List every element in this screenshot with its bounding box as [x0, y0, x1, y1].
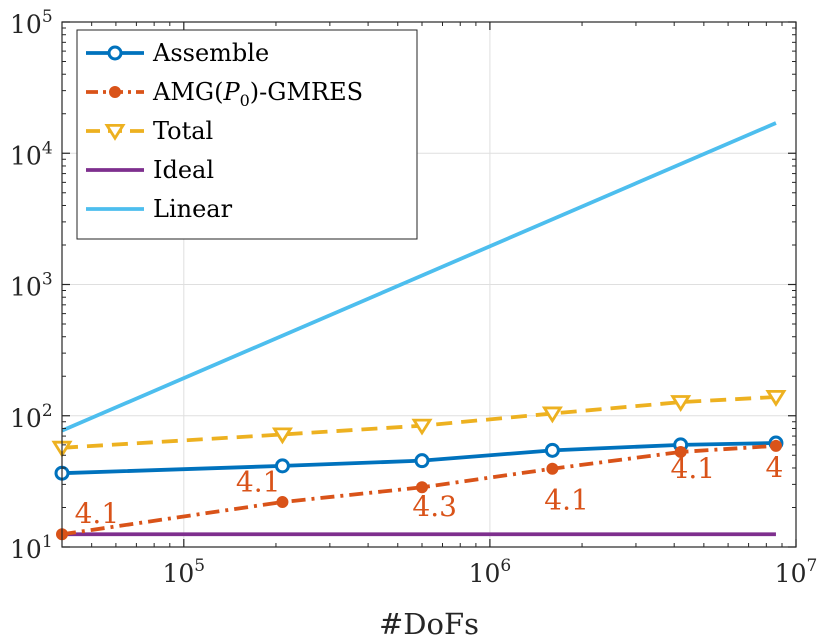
x-tick-exp-0: 5 [194, 556, 205, 576]
legend-label-tail: )-GMRES [250, 78, 363, 106]
y-tick-base-0: 10 [10, 535, 42, 564]
series-markers [51, 389, 787, 541]
y-tick-base-1: 10 [10, 404, 42, 433]
x-tick-label-1: 106 [469, 556, 512, 588]
x-tick-label-0: 105 [162, 556, 205, 588]
series-2-point-5 [765, 389, 787, 407]
slope-annotation-2: 4.3 [412, 490, 457, 523]
x-tick-labels: 105 106 107 [162, 556, 817, 588]
x-tick-base-0: 10 [162, 559, 194, 588]
x-tick-label-2: 107 [775, 556, 818, 588]
y-tick-label-1: 102 [10, 401, 53, 433]
series-1-point-1 [276, 496, 289, 509]
slope-annotation-0: 4.1 [75, 497, 120, 530]
series-2-point-2 [411, 418, 433, 436]
slope-annotation-3: 4.1 [544, 484, 589, 517]
series-2-point-4 [670, 395, 692, 412]
legend-label-sub: 0 [240, 91, 250, 110]
y-tick-exp-3: 4 [42, 138, 53, 158]
y-tick-base-2: 10 [10, 273, 42, 302]
x-tick-base-1: 10 [469, 559, 501, 588]
y-tick-label-2: 103 [10, 270, 53, 302]
series-1-point-3 [546, 462, 559, 475]
y-tick-base-4: 10 [10, 10, 42, 39]
legend-box [76, 29, 418, 240]
series-lines [61, 121, 777, 537]
y-tick-exp-2: 3 [42, 270, 53, 290]
slope-annotation-5: 4 [765, 451, 783, 484]
legend-marker-2 [104, 124, 126, 141]
series-1-point-4 [674, 445, 687, 458]
legend-label-1: AMG(P0)-GMRES [152, 78, 363, 110]
legend-marker-0 [107, 45, 123, 61]
annotations: 4.1 4.1 4.3 4.1 4.1 4 [75, 451, 784, 530]
series-1-point-5 [769, 439, 782, 452]
legend-label-var: P [222, 78, 240, 106]
legend-label-2: Total [153, 117, 213, 145]
x-tick-base-2: 10 [775, 559, 807, 588]
y-tick-label-4: 105 [10, 7, 53, 39]
y-tick-exp-0: 1 [42, 532, 53, 552]
slope-annotation-1: 4.1 [236, 465, 281, 498]
x-tick-exp-1: 6 [500, 556, 511, 576]
slope-annotation-4: 4.1 [671, 452, 716, 485]
series-2-point-1 [271, 427, 293, 445]
series-line-2 [61, 395, 777, 450]
legend-label-0: Assemble [152, 39, 269, 67]
series-2-point-3 [541, 406, 563, 424]
series-0-point-3 [544, 442, 560, 458]
series-line-4 [61, 121, 777, 433]
legend-entries: Assemble AMG(P0)-GMRES Total Ideal Linear [86, 39, 363, 223]
x-tick-exp-2: 7 [806, 556, 817, 576]
legend: Assemble AMG(P0)-GMRES Total Ideal Linear [76, 29, 418, 240]
x-axis-label: #DoFs [379, 607, 479, 641]
series-line-0 [61, 441, 776, 476]
series-0-point-2 [414, 453, 430, 469]
legend-label-3: Ideal [153, 156, 214, 184]
y-tick-exp-4: 5 [42, 7, 53, 27]
y-tick-base-3: 10 [10, 141, 42, 170]
legend-marker-1 [109, 86, 121, 98]
legend-label-part: AMG( [152, 78, 223, 106]
tick-marks [62, 21, 797, 548]
series-1-point-2 [415, 481, 428, 494]
y-tick-label-0: 101 [10, 532, 53, 564]
y-tick-label-3: 104 [10, 138, 53, 170]
y-tick-exp-1: 2 [42, 401, 53, 421]
series-0-point-1 [274, 458, 290, 474]
series-line-1 [61, 443, 777, 537]
legend-label-4: Linear [153, 195, 233, 223]
